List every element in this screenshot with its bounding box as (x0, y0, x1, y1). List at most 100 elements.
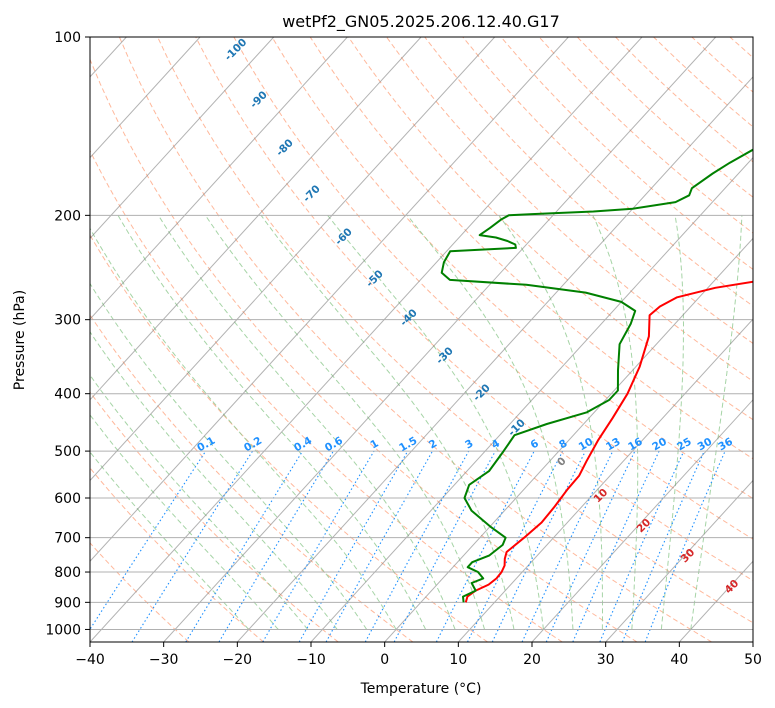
dry-adiabat-label: 30 (678, 546, 697, 565)
mixing-ratio-label: 1 (368, 437, 380, 451)
isotherm-line (310, 156, 753, 642)
dry-adiabat-line (538, 37, 753, 234)
x-tick-label: 50 (744, 652, 762, 668)
isotherm-label: -50 (364, 268, 386, 290)
isotherm-line (236, 76, 753, 642)
moist-adiabat-line (327, 214, 544, 630)
y-tick-label: 900 (54, 595, 81, 611)
temperature-line (464, 280, 753, 603)
dry-adiabat-line (90, 542, 190, 642)
x-tick-label: −10 (296, 652, 326, 668)
dry-adiabat-line (576, 37, 753, 198)
dry-adiabat-line (90, 58, 638, 642)
mixing-ratio-line (131, 450, 254, 642)
moist-adiabat-line (406, 214, 574, 630)
isotherm-line (90, 37, 348, 320)
dry-adiabat-line (90, 149, 563, 642)
background-lines (90, 37, 775, 642)
isotherm-line (90, 37, 569, 563)
y-axis-title: Pressure (hPa) (12, 290, 28, 390)
isotherm-line (531, 399, 753, 642)
x-tick-label: −20 (223, 652, 253, 668)
mixing-ratio-line (491, 450, 586, 642)
moist-adiabat-line (90, 282, 368, 630)
mixing-ratio-label: 8 (557, 437, 569, 451)
y-tick-label: 200 (54, 208, 81, 224)
y-tick-label: 100 (54, 30, 81, 46)
isotherm-line (90, 37, 422, 401)
moist-adiabat-line (117, 215, 427, 630)
mixing-ratio-label: 6 (529, 437, 541, 451)
y-tick-label: 500 (54, 444, 81, 460)
x-tick-label: −30 (149, 652, 179, 668)
isotherm-line (605, 479, 753, 642)
dry-adiabat-line (615, 37, 753, 163)
x-axis: −40 −30 −20 −10 0 10 20 30 40 50 (75, 642, 762, 668)
dry-adiabat-line (768, 37, 775, 642)
mixing-ratio-label: 2 (427, 437, 439, 451)
moist-adiabat-line (90, 451, 250, 630)
isotherm-label: -20 (471, 382, 493, 404)
dry-adiabat-line (309, 37, 753, 460)
mixing-ratio-line (218, 450, 334, 642)
mixing-ratio-line (644, 450, 726, 642)
isotherm-label: 0 (555, 455, 569, 469)
x-tick-label: 0 (380, 652, 389, 668)
x-axis-title: Temperature (°C) (360, 681, 482, 697)
isotherm-line (457, 318, 753, 642)
dry-adiabat-line (653, 37, 753, 128)
moist-adiabat-line (204, 215, 485, 630)
moist-adiabat-line (90, 414, 279, 630)
mixing-ratio-line (393, 450, 496, 642)
moist-adiabat-line (690, 215, 743, 630)
dry-adiabat-line (90, 313, 414, 642)
isotherm-line (752, 641, 753, 642)
moist-adiabat-line (660, 215, 684, 630)
dry-adiabat-line (424, 37, 753, 344)
mixing-ratio-line (364, 450, 470, 642)
mixing-ratio-line (599, 450, 685, 642)
mixing-ratio-line (262, 450, 375, 642)
mixing-ratio-line (90, 450, 207, 631)
dry-adiabat-line (271, 37, 753, 500)
isotherm-line (90, 37, 275, 240)
y-tick-label: 700 (54, 531, 81, 547)
moist-adiabat-line (157, 215, 456, 630)
pressure-gridlines (90, 37, 753, 630)
x-tick-label: 30 (597, 652, 615, 668)
isotherm-label: -40 (398, 307, 420, 329)
dry-adiabat-line (729, 37, 753, 59)
isotherm-label: -60 (333, 226, 355, 248)
mixing-ratio-line (621, 450, 705, 642)
isotherm-line (163, 37, 717, 642)
isotherm-line (90, 37, 496, 482)
inner-labels: -100-90-80-70-60-50-40-30-20-1000.1 0.2 0.… (195, 36, 741, 596)
dry-adiabat-line (386, 37, 753, 382)
x-tick-label: 10 (449, 652, 467, 668)
dry-adiabat-line (195, 37, 753, 582)
moist-adiabat-line (90, 331, 338, 630)
mixing-ratio-line (467, 450, 564, 642)
mixing-ratio-line (545, 450, 636, 642)
dry-adiabat-line (157, 37, 753, 624)
x-tick-label: 40 (670, 652, 688, 668)
chart-title: wetPf2_GN05.2025.206.12.40.G17 (282, 12, 560, 32)
mixing-ratio-label: 4 (490, 437, 502, 451)
y-tick-label: 800 (54, 565, 81, 581)
mixing-ratio-line (572, 450, 660, 642)
isotherm-line (90, 37, 201, 159)
mixing-ratio-line (325, 450, 433, 642)
isotherm-label: -70 (301, 183, 323, 205)
mixing-ratio-label: 3 (463, 437, 475, 451)
dry-adiabat-line (90, 467, 264, 642)
isotherm-label: -30 (434, 345, 456, 367)
y-tick-label: 1000 (45, 622, 81, 638)
isotherm-line (90, 37, 643, 642)
plot-frame (89, 36, 754, 643)
y-tick-label: 300 (54, 313, 81, 329)
isotherm-label: -100 (222, 36, 249, 63)
dry-adiabat-label: 20 (634, 516, 653, 535)
y-tick-label: 600 (54, 491, 81, 507)
dewpoint-line (440, 148, 753, 603)
dry-adiabat-label: 40 (722, 577, 741, 596)
